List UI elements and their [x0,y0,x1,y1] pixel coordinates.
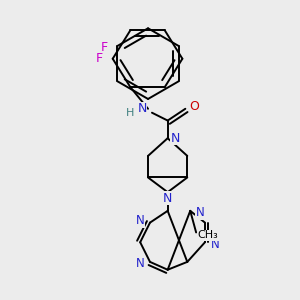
Text: F: F [101,41,108,54]
Text: N: N [196,206,204,219]
Text: N: N [136,257,145,270]
Text: F: F [95,52,103,65]
Text: N: N [210,238,219,251]
Text: N: N [136,214,145,227]
Text: N: N [171,132,180,145]
Text: O: O [189,100,199,113]
Text: N: N [163,192,172,205]
Text: H: H [126,108,135,118]
Text: CH₃: CH₃ [197,230,218,240]
Text: N: N [137,102,147,115]
